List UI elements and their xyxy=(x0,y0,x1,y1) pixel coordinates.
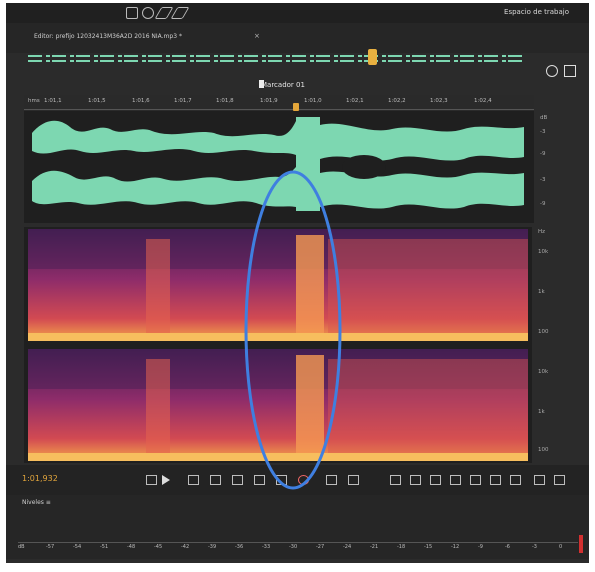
meter-tick: -54 xyxy=(73,544,82,550)
meter-tick: -51 xyxy=(100,544,109,550)
meter-unit: dB xyxy=(18,544,25,550)
ruler-tick: 1:01,7 xyxy=(174,98,192,104)
grid-icon[interactable] xyxy=(126,7,138,19)
pause-icon[interactable] xyxy=(188,475,199,485)
spot-healing-icon[interactable] xyxy=(170,7,190,19)
stop-icon[interactable] xyxy=(146,475,157,485)
meter-tick: -42 xyxy=(181,544,190,550)
amplitude-tick: -9 xyxy=(540,151,546,157)
amplitude-tick: -9 xyxy=(540,201,546,207)
editor-panel-header: Editor: prefijo 12032413M36A2D 2016 NIA.… xyxy=(6,23,589,53)
zoom-selection-icon[interactable] xyxy=(470,475,481,485)
fast-forward-icon[interactable] xyxy=(254,475,265,485)
frequency-unit: Hz xyxy=(538,229,546,235)
ruler-tick: 1:02,1 xyxy=(346,98,364,104)
loop-icon[interactable] xyxy=(326,475,337,485)
meter-tick: -48 xyxy=(127,544,136,550)
overview-viewport-handle[interactable] xyxy=(368,49,377,65)
ruler-tick: 1:01,5 xyxy=(88,98,106,104)
transport-bar: 1:01,932 xyxy=(6,465,589,495)
meter-tick: -24 xyxy=(343,544,352,550)
clip-indicator[interactable] xyxy=(579,535,583,553)
frequency-tick: 1k xyxy=(538,409,545,415)
meter-tick: -3 xyxy=(532,544,537,550)
meter-tick: -9 xyxy=(478,544,483,550)
levels-panel: Niveles ≡ dB -57 -54 -51 -48 -45 -42 -39… xyxy=(6,495,589,559)
marker-flag-icon[interactable] xyxy=(259,80,264,88)
zoom-out-time-icon[interactable] xyxy=(450,475,461,485)
zoom-out-point-icon[interactable] xyxy=(510,475,521,485)
waveform-graphic xyxy=(32,117,524,211)
zoom-in-amplitude-icon[interactable] xyxy=(390,475,401,485)
spectrogram-channel-right xyxy=(28,349,528,461)
ruler-units: hms xyxy=(28,98,40,104)
overview-waveform-bottom xyxy=(28,60,524,62)
workspace-label[interactable]: Espacio de trabajo xyxy=(504,8,569,16)
frequency-tick: 100 xyxy=(538,447,549,453)
audition-window: Espacio de trabajo Editor: prefijo 12032… xyxy=(6,3,589,563)
meter-tick: -39 xyxy=(208,544,217,550)
zoom-full-time-icon[interactable] xyxy=(534,475,545,485)
meter-tick: -6 xyxy=(505,544,510,550)
amplitude-unit: dB xyxy=(540,115,548,121)
marker-label[interactable]: Marcador 01 xyxy=(261,81,305,89)
meter-tick: -12 xyxy=(451,544,460,550)
ruler-tick: 1:01,9 xyxy=(260,98,278,104)
waveform-view[interactable] xyxy=(24,111,534,223)
frequency-tick: 1k xyxy=(538,289,545,295)
meter-tick: -27 xyxy=(316,544,325,550)
go-to-start-icon[interactable] xyxy=(210,475,221,485)
zoom-in-time-icon[interactable] xyxy=(430,475,441,485)
current-time-display[interactable]: 1:01,932 xyxy=(22,474,58,483)
spectral-frequency-view[interactable] xyxy=(24,227,532,463)
meter-tick: -15 xyxy=(424,544,433,550)
meter-tick: -36 xyxy=(235,544,244,550)
zoom-out-amplitude-icon[interactable] xyxy=(410,475,421,485)
skip-icon[interactable] xyxy=(348,475,359,485)
meter-tick: -45 xyxy=(154,544,163,550)
playhead-indicator[interactable] xyxy=(293,103,299,111)
overview-navigator[interactable] xyxy=(28,49,524,65)
ruler-tick: 1:01,6 xyxy=(132,98,150,104)
meter-tick: -21 xyxy=(370,544,379,550)
meter-tick: -30 xyxy=(289,544,298,550)
frequency-tick: 10k xyxy=(538,249,549,255)
overview-waveform-top xyxy=(28,55,524,57)
ruler-tick: 1:02,3 xyxy=(430,98,448,104)
ruler-tick: 1:02,4 xyxy=(474,98,492,104)
close-tab-icon[interactable]: × xyxy=(254,32,260,40)
levels-panel-title[interactable]: Niveles ≡ xyxy=(22,499,51,506)
level-meter-scale: dB -57 -54 -51 -48 -45 -42 -39 -36 -33 -… xyxy=(18,542,578,553)
amplitude-tick: -3 xyxy=(540,177,546,183)
play-icon[interactable] xyxy=(162,475,170,485)
ruler-tick: 1:01,1 xyxy=(44,98,62,104)
frequency-tick: 100 xyxy=(538,329,549,335)
zoom-full-icon[interactable] xyxy=(564,65,576,77)
go-to-end-icon[interactable] xyxy=(276,475,287,485)
meter-tick: -57 xyxy=(46,544,55,550)
record-icon[interactable] xyxy=(298,475,309,485)
frequency-scale: Hz 10k 1k 100 10k 1k 100 xyxy=(538,229,562,461)
amplitude-tick: -3 xyxy=(540,129,546,135)
meter-tick: -33 xyxy=(262,544,271,550)
time-ruler[interactable]: hms 1:01,1 1:01,5 1:01,6 1:01,7 1:01,8 1… xyxy=(24,95,534,110)
amplitude-scale: dB -3 -9 -3 -9 xyxy=(540,115,564,223)
editor-tab-title[interactable]: Editor: prefijo 12032413M36A2D 2016 NIA.… xyxy=(34,33,182,40)
ruler-tick: 1:01,0 xyxy=(304,98,322,104)
zoom-in-point-icon[interactable] xyxy=(490,475,501,485)
zoom-icon[interactable] xyxy=(546,65,558,77)
meter-tick: 0 xyxy=(559,544,563,550)
lasso-icon[interactable] xyxy=(142,7,154,19)
tool-bar: Espacio de trabajo xyxy=(6,3,589,23)
zoom-reset-icon[interactable] xyxy=(554,475,565,485)
spectrogram-channel-left xyxy=(28,229,528,341)
ruler-tick: 1:01,8 xyxy=(216,98,234,104)
frequency-tick: 10k xyxy=(538,369,549,375)
meter-tick: -18 xyxy=(397,544,406,550)
ruler-tick: 1:02,2 xyxy=(388,98,406,104)
rewind-icon[interactable] xyxy=(232,475,243,485)
